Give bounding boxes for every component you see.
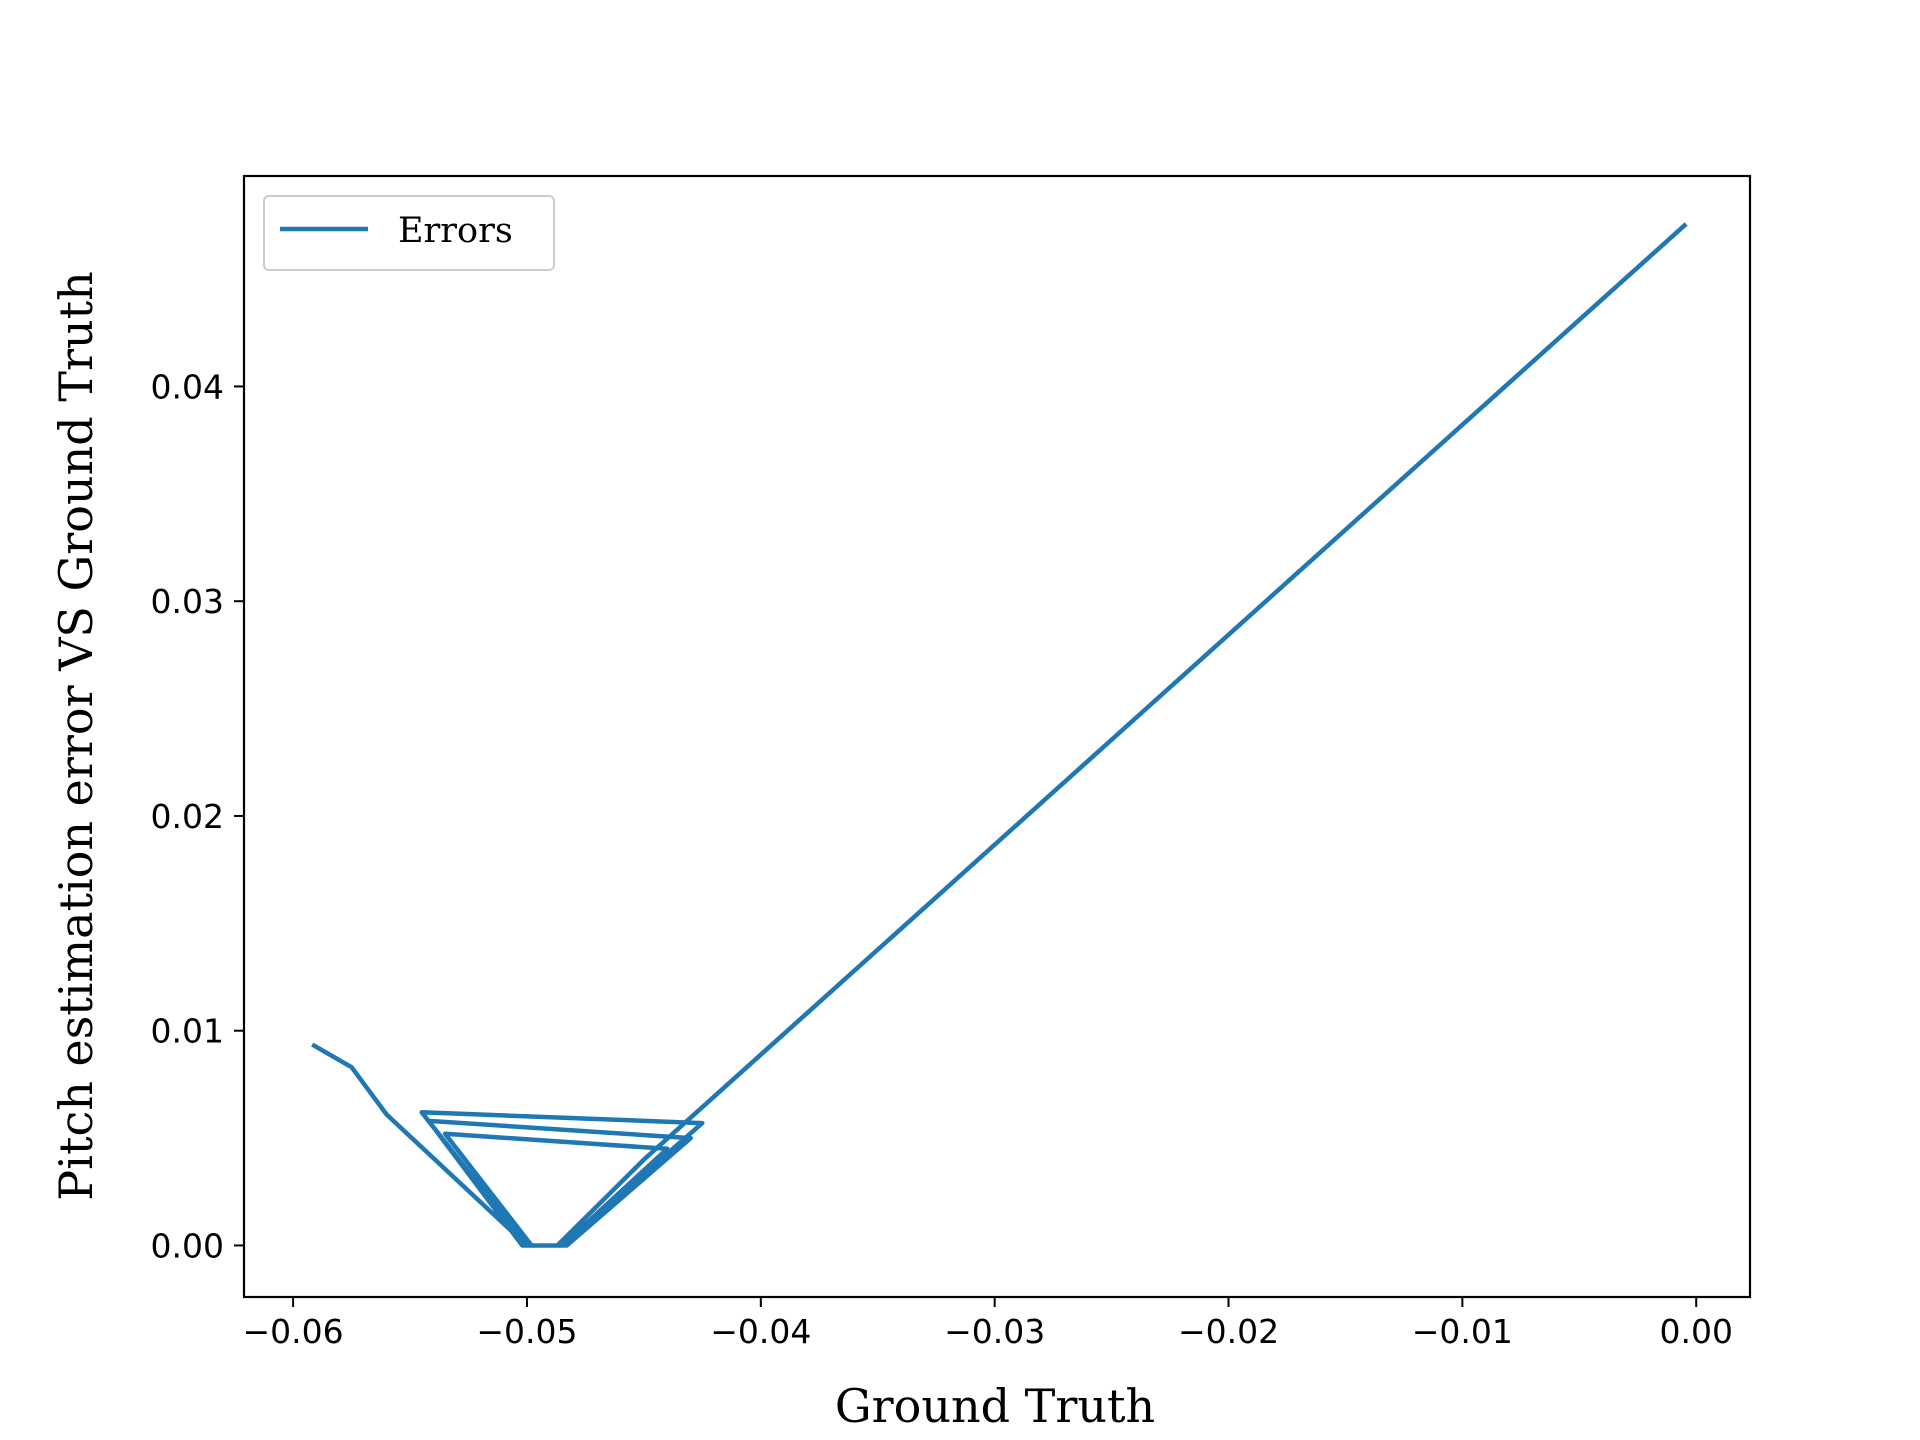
series-line-errors [311,222,1688,1248]
x-tick-label: −0.05 [476,1312,577,1351]
x-axis-title: Ground Truth [835,1379,1155,1433]
x-tick-label: −0.06 [243,1312,344,1351]
y-tick-label: 0.00 [151,1226,224,1265]
x-tick-label: −0.03 [944,1312,1045,1351]
plot-lines [311,222,1688,1248]
y-tick-label: 0.03 [151,582,224,621]
plot-frame [242,174,1752,1299]
x-tick-label: −0.02 [1178,1312,1279,1351]
x-axis: −0.06 −0.05 −0.04 −0.03 −0.02 −0.01 0.00 [243,1297,1733,1351]
y-axis: 0.00 0.01 0.02 0.03 0.04 [151,367,244,1265]
y-tick-label: 0.01 [151,1012,224,1051]
y-tick-label: 0.04 [151,367,224,406]
legend-label-errors: Errors [398,211,513,251]
y-axis-title: Pitch estimation error VS Ground Truth [49,271,103,1200]
legend-box [263,195,555,271]
x-tick-label: −0.01 [1412,1312,1513,1351]
legend: Errors [263,195,555,271]
x-tick-label: −0.04 [710,1312,811,1351]
y-tick-label: 0.02 [151,797,224,836]
x-tick-label: 0.00 [1659,1312,1732,1351]
